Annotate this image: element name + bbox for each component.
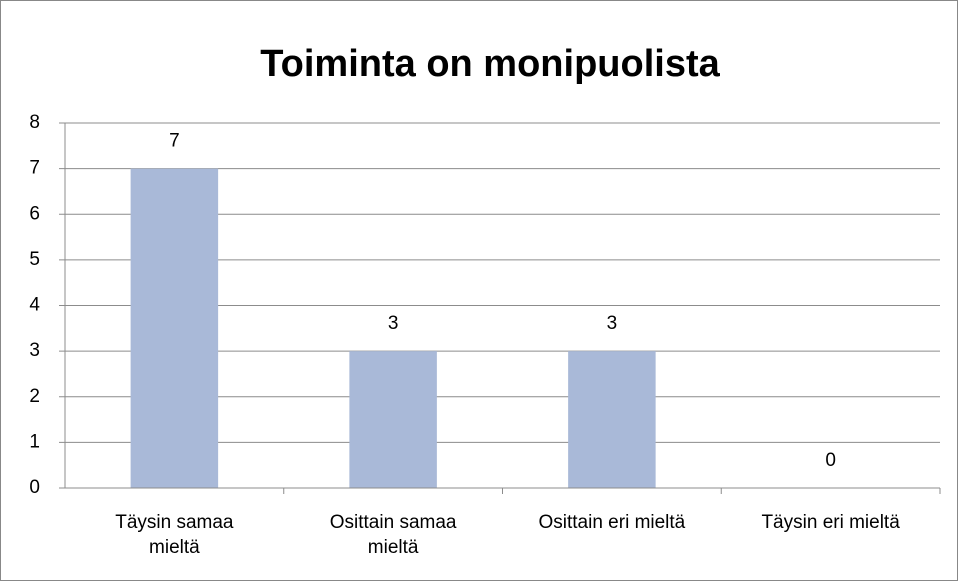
y-tick-label: 6: [29, 203, 40, 224]
y-tick-label: 3: [29, 340, 40, 361]
data-label: 7: [169, 131, 180, 152]
bar: [568, 351, 656, 488]
y-tick-label: 0: [29, 477, 40, 498]
y-tick-label: 5: [29, 249, 40, 270]
y-tick-label: 4: [29, 295, 40, 316]
bar: [349, 351, 437, 488]
x-tick-label: Osittain eri mieltä: [538, 512, 686, 533]
y-tick-label: 8: [29, 112, 40, 133]
y-tick-label: 7: [29, 158, 40, 179]
x-tick-label: Täysin eri mieltä: [761, 512, 900, 533]
x-tick-label: Osittain samaa mieltä: [329, 512, 457, 558]
data-label: 0: [825, 450, 836, 471]
bar: [130, 168, 219, 488]
y-tick-label: 2: [29, 386, 40, 407]
x-tick-label: Täysin samaa mieltä: [115, 512, 234, 558]
y-tick-label: 1: [29, 431, 40, 452]
chart-title: Toiminta on monipuolista: [260, 43, 720, 85]
data-label: 3: [607, 313, 618, 334]
data-label: 3: [388, 313, 399, 334]
